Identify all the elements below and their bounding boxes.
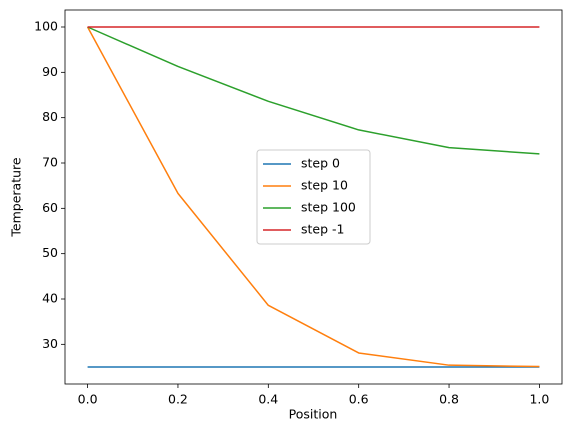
legend-label: step -1 bbox=[301, 222, 344, 237]
line bbox=[86, 26, 540, 368]
legend-label: step 0 bbox=[301, 156, 340, 171]
x-tick-label: 0.6 bbox=[349, 392, 369, 407]
y-tick-label: 80 bbox=[42, 109, 58, 124]
x-tick-label: 0.8 bbox=[439, 392, 459, 407]
legend: step 0 step 10 step 100 step -1 bbox=[256, 149, 371, 245]
x-tick-label: 0.4 bbox=[258, 392, 278, 407]
y-tick-label: 50 bbox=[42, 245, 58, 260]
axes-frame bbox=[64, 9, 563, 385]
legend-box bbox=[256, 149, 371, 245]
y-tick-label: 70 bbox=[42, 155, 58, 170]
x-axis-label: Position bbox=[289, 407, 338, 422]
y-tick-label: 100 bbox=[34, 19, 58, 34]
y-tick-label: 30 bbox=[42, 336, 58, 351]
legend-label: step 10 bbox=[301, 178, 348, 193]
line bbox=[87, 26, 540, 155]
x-tick-label: 0.2 bbox=[168, 392, 188, 407]
y-axis-label: Temperature bbox=[9, 157, 24, 237]
x-tick-label: 0.0 bbox=[78, 392, 98, 407]
y-tick-label: 40 bbox=[42, 291, 58, 306]
x-tick-label: 1.0 bbox=[529, 392, 549, 407]
y-tick-label: 60 bbox=[42, 200, 58, 215]
legend-label: step 100 bbox=[301, 200, 356, 215]
y-tick-label: 90 bbox=[42, 64, 58, 79]
